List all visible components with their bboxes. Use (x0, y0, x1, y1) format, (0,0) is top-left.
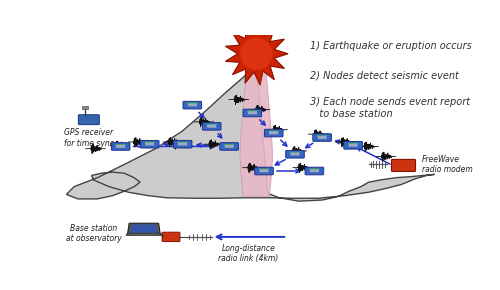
Text: FreeWave
radio modem: FreeWave radio modem (422, 155, 473, 174)
Circle shape (124, 144, 126, 145)
FancyBboxPatch shape (224, 144, 234, 148)
Text: 2) Nodes detect seismic event: 2) Nodes detect seismic event (310, 70, 458, 81)
Circle shape (191, 102, 194, 104)
Circle shape (182, 142, 184, 143)
Circle shape (348, 143, 350, 144)
Polygon shape (226, 22, 288, 85)
Circle shape (228, 144, 230, 145)
Text: GPS receiver
for time sync: GPS receiver for time sync (64, 128, 114, 148)
FancyBboxPatch shape (248, 111, 257, 115)
Circle shape (317, 168, 320, 170)
FancyBboxPatch shape (202, 123, 221, 130)
Polygon shape (130, 224, 157, 233)
FancyBboxPatch shape (392, 160, 415, 171)
Circle shape (232, 144, 234, 145)
Circle shape (116, 144, 118, 145)
Circle shape (276, 130, 278, 132)
FancyBboxPatch shape (344, 142, 362, 149)
FancyBboxPatch shape (264, 129, 283, 137)
Circle shape (224, 144, 226, 145)
Circle shape (325, 135, 327, 136)
Circle shape (321, 135, 324, 136)
Circle shape (317, 135, 320, 136)
Circle shape (214, 124, 216, 125)
FancyBboxPatch shape (82, 106, 88, 109)
FancyBboxPatch shape (178, 142, 188, 146)
Circle shape (356, 143, 358, 144)
Polygon shape (126, 233, 162, 235)
Text: Long-distance
radio link (4km): Long-distance radio link (4km) (218, 244, 278, 263)
FancyBboxPatch shape (290, 152, 300, 156)
Circle shape (152, 142, 154, 143)
FancyBboxPatch shape (259, 169, 269, 173)
FancyBboxPatch shape (318, 135, 327, 139)
Circle shape (352, 143, 354, 144)
Polygon shape (240, 67, 272, 197)
FancyBboxPatch shape (140, 140, 159, 148)
FancyBboxPatch shape (78, 115, 100, 125)
FancyBboxPatch shape (220, 143, 238, 150)
FancyBboxPatch shape (348, 143, 358, 147)
Circle shape (144, 142, 147, 143)
FancyBboxPatch shape (188, 103, 197, 107)
Polygon shape (66, 66, 434, 201)
FancyBboxPatch shape (183, 101, 202, 109)
Polygon shape (241, 38, 272, 69)
Circle shape (251, 110, 254, 112)
FancyBboxPatch shape (286, 151, 304, 158)
FancyBboxPatch shape (112, 143, 130, 150)
Circle shape (272, 130, 275, 132)
Circle shape (313, 168, 316, 170)
Text: Base station
at observatory: Base station at observatory (66, 224, 122, 243)
Circle shape (186, 142, 188, 143)
Circle shape (178, 142, 180, 143)
FancyBboxPatch shape (313, 134, 332, 141)
FancyBboxPatch shape (254, 167, 274, 175)
Circle shape (290, 152, 292, 153)
FancyBboxPatch shape (269, 131, 278, 135)
FancyBboxPatch shape (305, 167, 324, 175)
Circle shape (255, 110, 258, 112)
Circle shape (206, 124, 209, 125)
Text: 1) Earthquake or eruption occurs: 1) Earthquake or eruption occurs (310, 41, 472, 52)
FancyBboxPatch shape (145, 142, 154, 146)
Circle shape (310, 168, 312, 170)
FancyBboxPatch shape (116, 144, 126, 148)
Polygon shape (128, 223, 160, 233)
FancyBboxPatch shape (207, 124, 216, 128)
Circle shape (148, 142, 151, 143)
Text: 3) Each node sends event report
   to base station: 3) Each node sends event report to base … (310, 97, 470, 119)
Circle shape (188, 102, 190, 104)
Circle shape (195, 102, 198, 104)
Circle shape (266, 168, 269, 170)
Circle shape (294, 152, 296, 153)
Circle shape (210, 124, 213, 125)
FancyBboxPatch shape (310, 169, 319, 173)
Circle shape (259, 168, 262, 170)
FancyBboxPatch shape (243, 109, 262, 117)
FancyBboxPatch shape (174, 140, 192, 148)
FancyBboxPatch shape (162, 232, 180, 242)
Circle shape (263, 168, 265, 170)
Circle shape (248, 110, 250, 112)
Circle shape (268, 130, 271, 132)
Circle shape (120, 144, 122, 145)
Circle shape (298, 152, 300, 153)
